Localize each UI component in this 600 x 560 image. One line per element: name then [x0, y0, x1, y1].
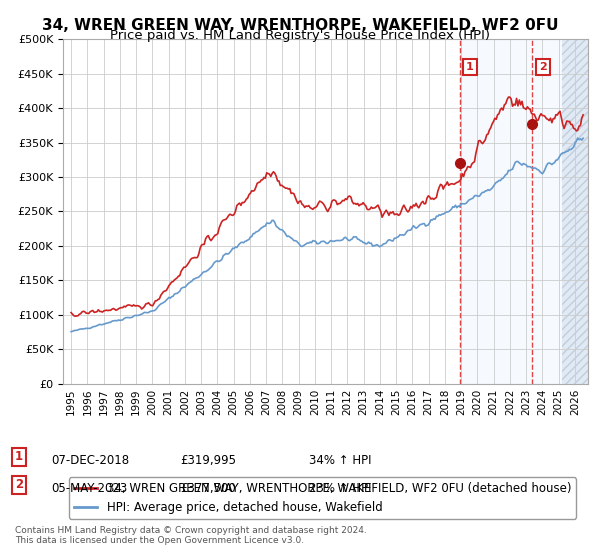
- Text: £319,995: £319,995: [180, 454, 236, 467]
- Text: Price paid vs. HM Land Registry's House Price Index (HPI): Price paid vs. HM Land Registry's House …: [110, 29, 490, 42]
- Text: This data is licensed under the Open Government Licence v3.0.: This data is licensed under the Open Gov…: [15, 536, 304, 545]
- Text: Contains HM Land Registry data © Crown copyright and database right 2024.: Contains HM Land Registry data © Crown c…: [15, 526, 367, 535]
- Bar: [562, 39, 588, 384]
- Text: £377,500: £377,500: [180, 482, 236, 495]
- Text: 34, WREN GREEN WAY, WRENTHORPE, WAKEFIELD, WF2 0FU: 34, WREN GREEN WAY, WRENTHORPE, WAKEFIEL…: [42, 18, 558, 33]
- Text: 23% ↑ HPI: 23% ↑ HPI: [309, 482, 371, 495]
- Text: 34% ↑ HPI: 34% ↑ HPI: [309, 454, 371, 467]
- Legend: 34, WREN GREEN WAY, WRENTHORPE, WAKEFIELD, WF2 0FU (detached house), HPI: Averag: 34, WREN GREEN WAY, WRENTHORPE, WAKEFIEL…: [69, 477, 576, 519]
- Text: 1: 1: [15, 450, 23, 463]
- Text: 1: 1: [466, 62, 474, 72]
- Text: 05-MAY-2023: 05-MAY-2023: [51, 482, 127, 495]
- Text: 2: 2: [15, 478, 23, 491]
- Bar: [460, 39, 588, 384]
- Text: 2: 2: [539, 62, 547, 72]
- Bar: [562, 39, 588, 384]
- Text: 07-DEC-2018: 07-DEC-2018: [51, 454, 129, 467]
